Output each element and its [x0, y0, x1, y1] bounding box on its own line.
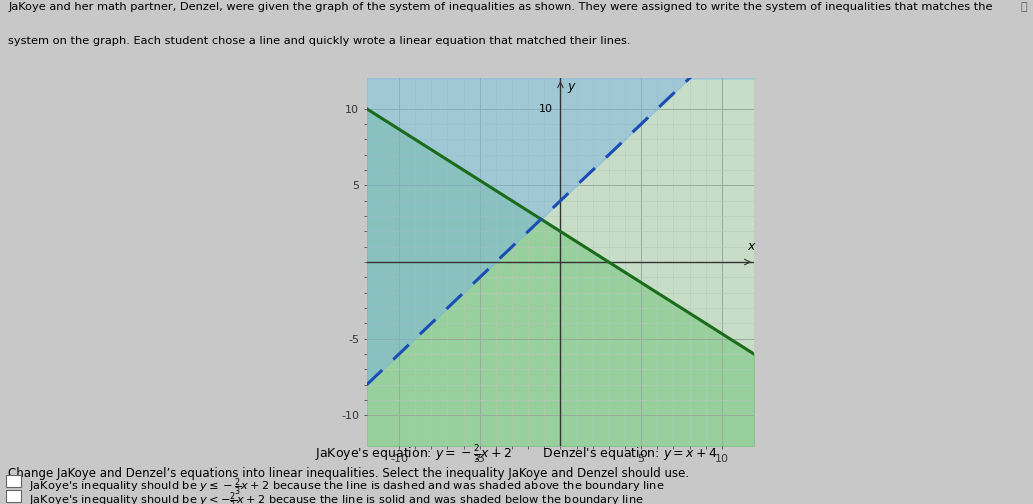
Text: 10: 10	[538, 104, 553, 114]
Text: JaKoye's inequality should be $y<-\frac{2}{3}x+2$ because the line is solid and : JaKoye's inequality should be $y<-\frac{…	[29, 490, 644, 504]
Text: JaKoye and her math partner, Denzel, were given the graph of the system of inequ: JaKoye and her math partner, Denzel, wer…	[8, 2, 993, 12]
Text: Change JaKoye and Denzel’s equations into linear inequalities. Select the inequa: Change JaKoye and Denzel’s equations int…	[8, 467, 689, 480]
Text: ⧉: ⧉	[1021, 2, 1027, 12]
Text: x: x	[747, 240, 754, 253]
Text: y: y	[567, 80, 574, 93]
Bar	[6, 490, 21, 502]
Text: JaKoye's equation: $y=-\frac{2}{3}x+2$        Denzel's equation: $y=x+4$: JaKoye's equation: $y=-\frac{2}{3}x+2$ D…	[315, 443, 718, 465]
Bar	[6, 475, 21, 487]
Text: system on the graph. Each student chose a line and quickly wrote a linear equati: system on the graph. Each student chose …	[8, 36, 631, 46]
Text: JaKoye's inequality should be $y\leq-\frac{2}{3}x+2$ because the line is dashed : JaKoye's inequality should be $y\leq-\fr…	[29, 477, 664, 498]
